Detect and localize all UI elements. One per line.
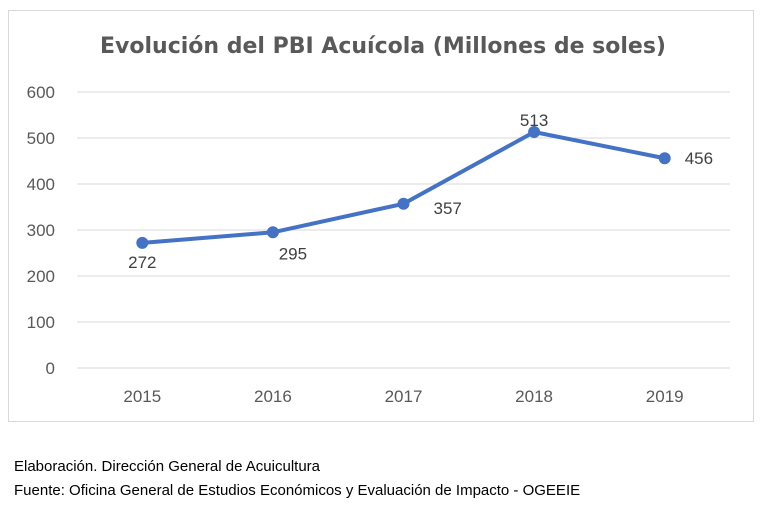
line-chart: Evolución del PBI Acuícola (Millones de … — [27, 34, 730, 406]
source-note: Fuente: Oficina General de Estudios Econ… — [14, 482, 581, 499]
x-axis-ticks: 2015 2016 2017 2018 2019 — [123, 387, 683, 406]
data-label: 272 — [128, 253, 156, 272]
x-tick-label: 2019 — [646, 387, 684, 406]
data-point — [136, 236, 149, 249]
chart-frame — [8, 10, 754, 422]
y-tick-label: 200 — [27, 267, 55, 286]
y-tick-label: 400 — [27, 175, 55, 194]
x-tick-label: 2015 — [123, 387, 161, 406]
elaboration-note: Elaboración. Dirección General de Acuicu… — [14, 458, 320, 475]
series-line — [140, 130, 667, 245]
gridlines — [77, 91, 730, 369]
data-label: 295 — [279, 244, 307, 263]
x-tick-label: 2016 — [254, 387, 292, 406]
data-point — [658, 152, 671, 165]
data-label: 357 — [434, 199, 462, 218]
data-point — [528, 126, 541, 139]
data-label: 513 — [520, 111, 548, 130]
data-label: 456 — [685, 149, 713, 168]
data-labels: 272 295 357 513 456 — [128, 111, 713, 272]
x-tick-label: 2017 — [385, 387, 423, 406]
y-tick-label: 0 — [46, 359, 55, 378]
data-point — [266, 226, 279, 239]
y-tick-label: 100 — [27, 313, 55, 332]
x-tick-label: 2018 — [515, 387, 553, 406]
y-axis-ticks: 0 100 200 300 400 500 600 — [27, 83, 55, 378]
series-layer — [136, 126, 671, 249]
y-tick-label: 500 — [27, 129, 55, 148]
data-point — [397, 197, 410, 210]
chart-title: Evolución del PBI Acuícola (Millones de … — [100, 34, 666, 59]
y-tick-label: 300 — [27, 221, 55, 240]
y-tick-label: 600 — [27, 83, 55, 102]
